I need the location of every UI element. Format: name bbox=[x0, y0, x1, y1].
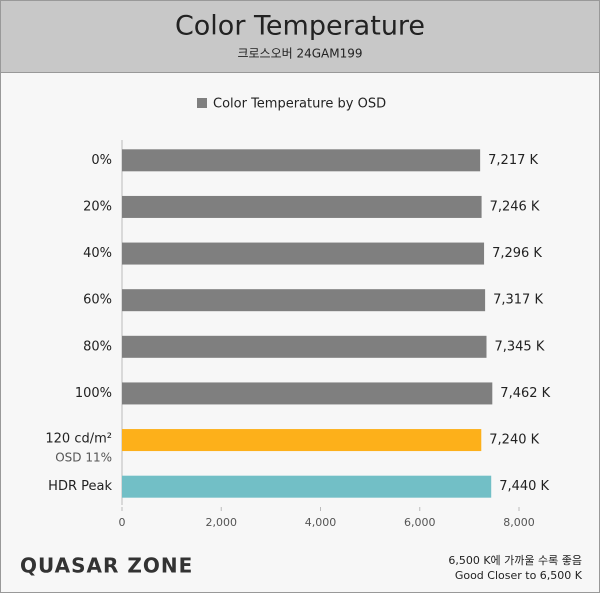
bar bbox=[122, 382, 493, 405]
y-tick-label: 100% bbox=[75, 386, 112, 401]
bar bbox=[122, 429, 482, 452]
bar bbox=[122, 289, 486, 312]
bar bbox=[122, 335, 487, 358]
y-tick-label: 20% bbox=[83, 199, 112, 214]
x-tick-label: 2,000 bbox=[206, 516, 238, 529]
value-label: 7,246 K bbox=[490, 199, 540, 214]
legend-swatch bbox=[197, 98, 207, 108]
x-tick-label: 6,000 bbox=[404, 516, 436, 529]
note: 6,500 K에 가까울 수록 좋음 bbox=[448, 554, 582, 567]
note: Good Closer to 6,500 K bbox=[455, 569, 583, 582]
value-label: 7,345 K bbox=[494, 339, 544, 354]
y-tick-label: 0% bbox=[91, 153, 112, 168]
y-tick-label: 40% bbox=[83, 246, 112, 261]
chart-title: Color Temperature bbox=[175, 11, 425, 42]
value-label: 7,440 K bbox=[499, 479, 549, 494]
value-label: 7,240 K bbox=[489, 433, 539, 448]
x-tick-label: 0 bbox=[119, 516, 126, 529]
header-band bbox=[0, 0, 600, 73]
value-label: 7,317 K bbox=[493, 293, 543, 308]
bar bbox=[122, 149, 481, 172]
y-tick-label: 60% bbox=[83, 293, 112, 308]
legend-label: Color Temperature by OSD bbox=[213, 97, 386, 112]
x-tick-label: 4,000 bbox=[305, 516, 337, 529]
bar bbox=[122, 475, 492, 498]
logo: QUASAR ZONE bbox=[20, 554, 193, 578]
value-label: 7,217 K bbox=[488, 153, 538, 168]
bar bbox=[122, 195, 482, 218]
value-label: 7,296 K bbox=[492, 246, 542, 261]
y-tick-label: 120 cd/m² bbox=[45, 432, 112, 447]
chart-subtitle: 크로스오버 24GAM199 bbox=[237, 47, 362, 61]
value-label: 7,462 K bbox=[500, 386, 550, 401]
bar bbox=[122, 242, 485, 265]
y-tick-label: HDR Peak bbox=[48, 479, 112, 494]
y-tick-label: OSD 11% bbox=[55, 451, 112, 465]
y-tick-label: 80% bbox=[83, 339, 112, 354]
x-tick-label: 8,000 bbox=[503, 516, 535, 529]
